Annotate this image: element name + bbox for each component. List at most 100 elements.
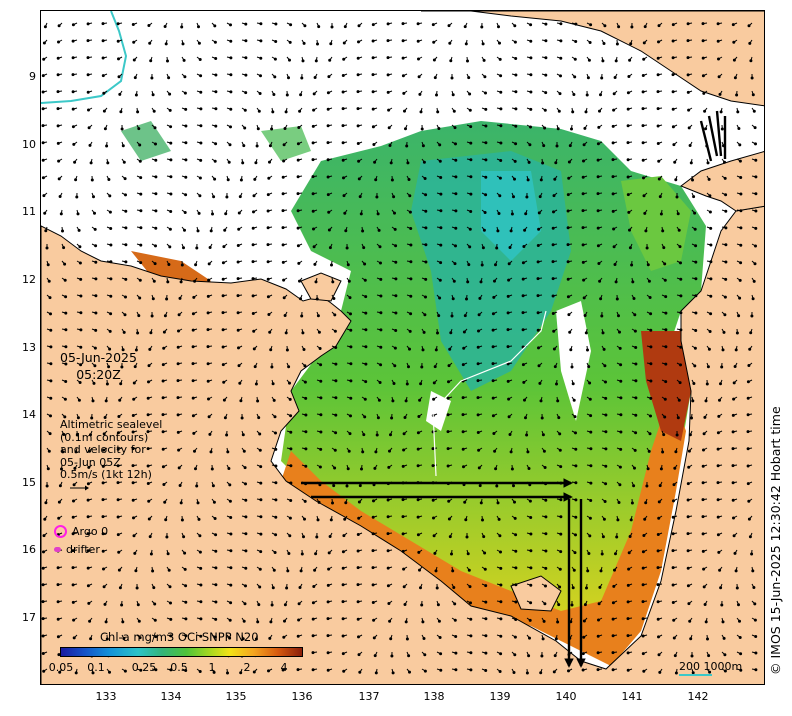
velocity-arrow-head: [514, 533, 518, 537]
velocity-arrow-head: [498, 176, 502, 180]
velocity-arrow-head: [495, 484, 499, 488]
velocity-arrow-head: [266, 295, 270, 299]
velocity-arrow-head: [163, 314, 167, 318]
velocity-arrow-head: [133, 76, 137, 80]
velocity-arrow-head: [161, 379, 165, 383]
velocity-arrow-head: [454, 142, 457, 146]
velocity-arrow-head: [120, 127, 124, 131]
velocity-arrow-head: [407, 178, 411, 181]
velocity-arrow-head: [464, 518, 468, 522]
velocity-arrow-head: [754, 244, 757, 248]
velocity-arrow-head: [343, 517, 347, 521]
velocity-arrow-head: [134, 569, 138, 573]
velocity-arrow-head: [41, 617, 45, 621]
velocity-arrow-head: [468, 245, 472, 249]
velocity-arrow-head: [701, 498, 705, 502]
velocity-arrow-head: [596, 651, 600, 655]
velocity-arrow-head: [312, 585, 316, 588]
velocity-arrow-head: [558, 92, 562, 96]
velocity-arrow-head: [311, 668, 315, 672]
velocity-arrow-head: [371, 39, 375, 43]
velocity-arrow-head: [572, 568, 576, 572]
map-area[interactable]: [40, 10, 765, 685]
velocity-arrow-head: [274, 515, 278, 519]
altimetry-legend-line: 05-Jun 05Z: [60, 455, 121, 469]
velocity-arrow-head: [360, 467, 363, 471]
velocity-arrow-head: [526, 178, 530, 182]
velocity-arrow-head: [642, 534, 646, 537]
velocity-arrow-head: [316, 518, 320, 522]
velocity-arrow-head: [266, 209, 270, 213]
velocity-arrow-head: [227, 160, 231, 164]
velocity-arrow-head: [183, 551, 187, 555]
velocity-arrow-head: [557, 603, 561, 607]
velocity-arrow-head: [540, 416, 544, 420]
velocity-arrow-head: [49, 362, 53, 366]
velocity-arrow-head: [147, 499, 151, 503]
velocity-arrow-head: [251, 243, 255, 247]
velocity-arrow-head: [154, 192, 158, 196]
velocity-arrow-head: [289, 464, 293, 468]
velocity-arrow-head: [317, 500, 321, 504]
velocity-arrow-head: [254, 382, 258, 386]
velocity-arrow-head: [358, 484, 362, 488]
velocity-arrow-head: [298, 279, 301, 283]
velocity-arrow-head: [297, 618, 301, 622]
velocity-arrow-head: [702, 567, 706, 571]
velocity-arrow-head: [570, 365, 574, 369]
velocity-arrow-head: [482, 228, 486, 232]
velocity-arrow-head: [469, 175, 473, 179]
velocity-arrow-head: [754, 635, 758, 638]
velocity-arrow-head: [228, 483, 232, 487]
velocity-arrow-head: [108, 347, 112, 351]
velocity-arrow-head: [386, 73, 390, 77]
velocity-arrow-head: [421, 144, 425, 148]
velocity-arrow-head: [271, 382, 275, 386]
velocity-arrow-head: [423, 669, 427, 673]
colorbar-tick: 4: [280, 661, 288, 674]
velocity-arrow-head: [317, 25, 321, 29]
velocity-arrow-head: [108, 194, 112, 198]
velocity-arrow-head: [603, 364, 607, 368]
velocity-arrow-head: [671, 56, 675, 60]
velocity-arrow-head: [461, 413, 465, 417]
velocity-arrow-head: [289, 447, 293, 451]
velocity-arrow-head: [356, 56, 360, 60]
velocity-arrow-head: [252, 210, 255, 214]
velocity-arrow-head: [394, 244, 398, 248]
velocity-arrow-head: [197, 41, 201, 45]
velocity-arrow-head: [56, 583, 60, 587]
velocity-arrow-head: [101, 464, 105, 468]
velocity-arrow-head: [514, 549, 518, 553]
velocity-arrow-head: [512, 671, 516, 674]
velocity-arrow-head: [42, 57, 46, 61]
velocity-arrow-head: [611, 651, 615, 655]
velocity-arrow-head: [611, 601, 615, 605]
velocity-arrow-head: [257, 109, 261, 113]
velocity-arrow-head: [152, 109, 156, 113]
velocity-arrow-head: [424, 193, 428, 197]
velocity-arrow-head: [582, 278, 586, 282]
velocity-arrow-head: [559, 56, 563, 60]
velocity-arrow-head: [101, 515, 105, 519]
velocity-arrow-head: [168, 92, 172, 96]
velocity-arrow-head: [221, 363, 225, 367]
velocity-arrow-head: [154, 142, 157, 146]
velocity-arrow-head: [341, 583, 345, 587]
velocity-arrow-head: [631, 280, 635, 284]
velocity-arrow-head: [244, 515, 248, 519]
velocity-arrow-head: [136, 110, 140, 114]
velocity-arrow-head: [165, 535, 169, 539]
velocity-arrow-head: [101, 532, 105, 536]
velocity-arrow-head: [133, 551, 137, 555]
velocity-arrow-head: [228, 618, 232, 622]
velocity-arrow-head: [422, 637, 426, 640]
velocity-arrow-head: [649, 414, 652, 418]
velocity-arrow-head: [333, 466, 337, 470]
velocity-arrow-head: [747, 499, 751, 503]
velocity-arrow-head: [589, 430, 593, 434]
velocity-arrow-head: [281, 226, 285, 230]
velocity-arrow-head: [344, 501, 348, 505]
velocity-arrow-head: [349, 396, 353, 400]
velocity-arrow-head: [424, 209, 428, 213]
